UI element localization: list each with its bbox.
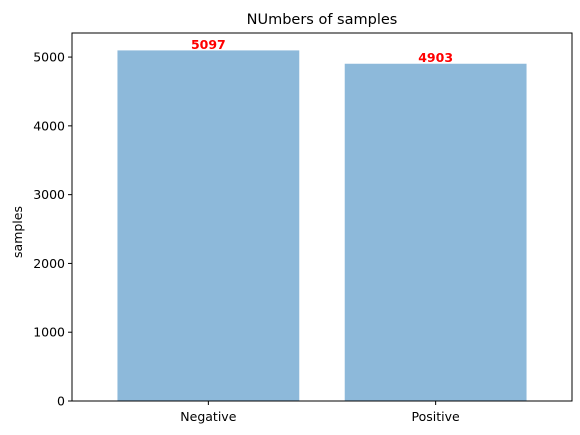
x-ticks-layer: Negative Positive — [180, 401, 460, 424]
x-tick-label-positive: Positive — [412, 409, 460, 424]
bar-negative — [117, 50, 300, 401]
y-tick-label: 5000 — [33, 50, 65, 65]
bar-positive — [344, 63, 527, 401]
y-ticks-layer: 0 1000 2000 3000 4000 5000 — [33, 50, 72, 409]
bars-layer — [117, 50, 527, 401]
plot-frame — [71, 32, 573, 402]
y-tick-label: 3000 — [33, 187, 65, 202]
x-tick-label-negative: Negative — [180, 409, 236, 424]
data-label-positive: 4903 — [418, 50, 453, 65]
chart-title: NUmbers of samples — [247, 12, 398, 28]
data-labels-layer: 5097 4903 — [191, 37, 453, 65]
y-tick-label: 2000 — [33, 256, 65, 271]
y-tick-label: 0 — [57, 394, 65, 409]
y-axis-title: samples — [10, 206, 25, 258]
y-tick-label: 1000 — [33, 325, 65, 340]
data-label-negative: 5097 — [191, 37, 226, 52]
y-tick-label: 4000 — [33, 118, 65, 133]
